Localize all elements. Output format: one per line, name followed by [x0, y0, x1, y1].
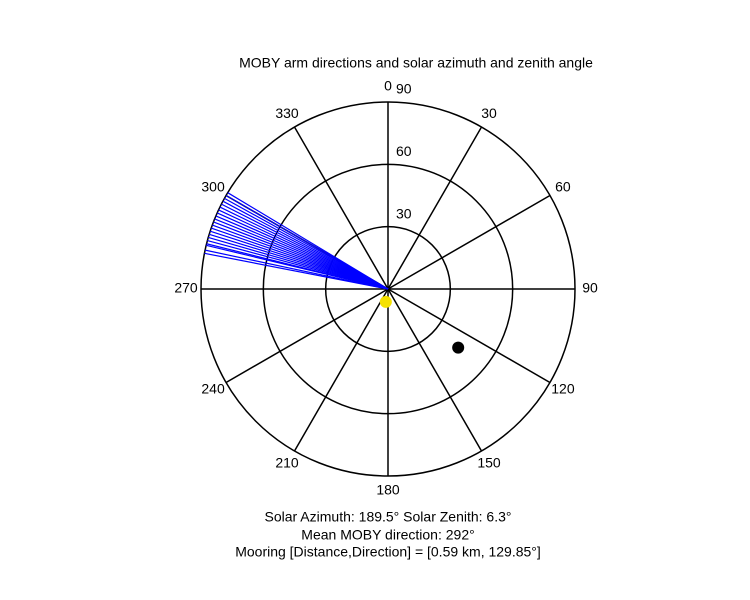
theta-tick-label: 60 — [555, 179, 571, 195]
footer-line: Solar Azimuth: 189.5° Solar Zenith: 6.3° — [265, 509, 512, 525]
theta-tick-label: 90 — [582, 280, 598, 296]
theta-tick-label: 30 — [481, 105, 497, 121]
arm-direction — [204, 249, 389, 290]
theta-tick-label: 150 — [477, 455, 501, 471]
theta-tick-label: 240 — [201, 381, 225, 397]
arm-direction — [227, 192, 389, 290]
theta-tick-label: 180 — [376, 482, 400, 498]
theta-tick-label: 120 — [551, 381, 575, 397]
spoke — [387, 288, 551, 384]
chart-title: MOBY arm directions and solar azimuth an… — [239, 55, 593, 71]
mooring-marker — [452, 341, 465, 354]
theta-tick-label: 0 — [384, 78, 392, 94]
theta-tick-label: 330 — [275, 105, 299, 121]
r-tick-label: 60 — [396, 143, 412, 159]
theta-tick-label: 270 — [174, 280, 198, 296]
spoke — [225, 288, 389, 384]
theta-tick-label: 210 — [275, 455, 299, 471]
footer-line: Mean MOBY direction: 292° — [301, 527, 474, 543]
r-tick-label: 90 — [396, 81, 412, 97]
spoke — [387, 288, 483, 452]
sun-marker — [379, 295, 392, 308]
footer-line: Mooring [Distance,Direction] = [0.59 km,… — [235, 544, 541, 560]
theta-tick-label: 300 — [201, 179, 225, 195]
spoke — [293, 288, 389, 452]
r-tick-label: 30 — [396, 205, 412, 221]
spoke — [293, 126, 389, 290]
spoke — [387, 126, 483, 290]
spoke — [387, 194, 551, 290]
